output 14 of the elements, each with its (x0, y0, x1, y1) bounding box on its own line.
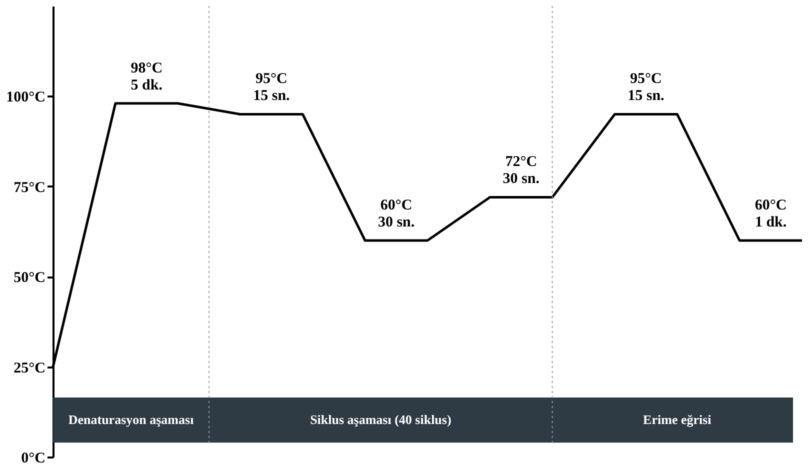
annotation: 98°C 5 dk. (130, 60, 163, 94)
y-tick-label: 75°C (14, 180, 46, 196)
annotation: 60°C 30 sn. (378, 198, 415, 231)
annotation: 95°C 15 sn. (253, 71, 290, 104)
annotation: 95°C 15 sn. (628, 71, 665, 104)
annotation: Erime eğrisi (643, 412, 712, 428)
annotation: Siklus aşaması (40 siklus) (310, 412, 452, 428)
y-tick-label: 100°C (6, 90, 46, 106)
annotation: 72°C 30 sn. (502, 154, 540, 188)
annotation: 60°C 1 dk. (754, 198, 787, 231)
y-tick-label: 25°C (14, 360, 46, 376)
y-tick-label: 50°C (14, 270, 46, 286)
y-tick-label: 0°C (21, 450, 46, 466)
annotation: Denaturasyon aşaması (68, 412, 194, 428)
